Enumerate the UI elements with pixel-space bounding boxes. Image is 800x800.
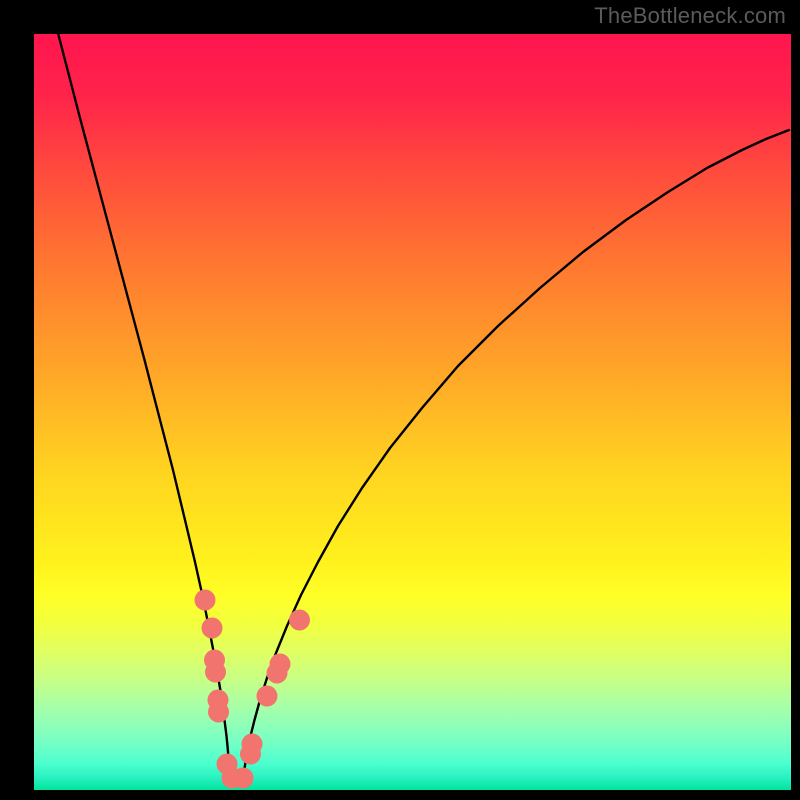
marker-dot: [208, 702, 229, 723]
marker-dot: [289, 610, 310, 631]
marker-dot: [270, 654, 291, 675]
plot-background: [34, 34, 791, 790]
marker-dot: [195, 590, 216, 611]
attribution-text: TheBottleneck.com: [594, 3, 786, 29]
marker-dot: [242, 734, 263, 755]
bottleneck-chart: [0, 0, 800, 800]
marker-dot: [202, 618, 223, 639]
marker-dot: [233, 768, 254, 789]
marker-dot: [205, 662, 226, 683]
chart-frame: TheBottleneck.com: [0, 0, 800, 800]
marker-dot: [257, 686, 278, 707]
